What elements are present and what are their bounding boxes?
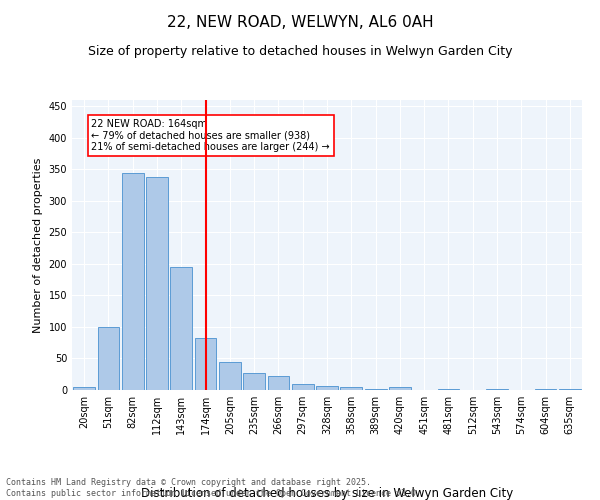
Y-axis label: Number of detached properties: Number of detached properties: [33, 158, 43, 332]
Bar: [73, 387, 95, 390]
Bar: [219, 362, 241, 390]
Bar: [146, 177, 168, 390]
Text: 22, NEW ROAD, WELWYN, AL6 0AH: 22, NEW ROAD, WELWYN, AL6 0AH: [167, 15, 433, 30]
X-axis label: Distribution of detached houses by size in Welwyn Garden City: Distribution of detached houses by size …: [141, 487, 513, 500]
Text: Size of property relative to detached houses in Welwyn Garden City: Size of property relative to detached ho…: [88, 45, 512, 58]
Bar: [437, 388, 460, 390]
Bar: [292, 384, 314, 390]
Bar: [170, 267, 192, 390]
Text: Contains HM Land Registry data © Crown copyright and database right 2025.
Contai: Contains HM Land Registry data © Crown c…: [6, 478, 421, 498]
Bar: [243, 373, 265, 390]
Bar: [365, 388, 386, 390]
Bar: [340, 388, 362, 390]
Bar: [122, 172, 143, 390]
Bar: [268, 376, 289, 390]
Bar: [389, 387, 411, 390]
Text: 22 NEW ROAD: 164sqm
← 79% of detached houses are smaller (938)
21% of semi-detac: 22 NEW ROAD: 164sqm ← 79% of detached ho…: [91, 119, 330, 152]
Bar: [316, 386, 338, 390]
Bar: [97, 327, 119, 390]
Bar: [194, 338, 217, 390]
